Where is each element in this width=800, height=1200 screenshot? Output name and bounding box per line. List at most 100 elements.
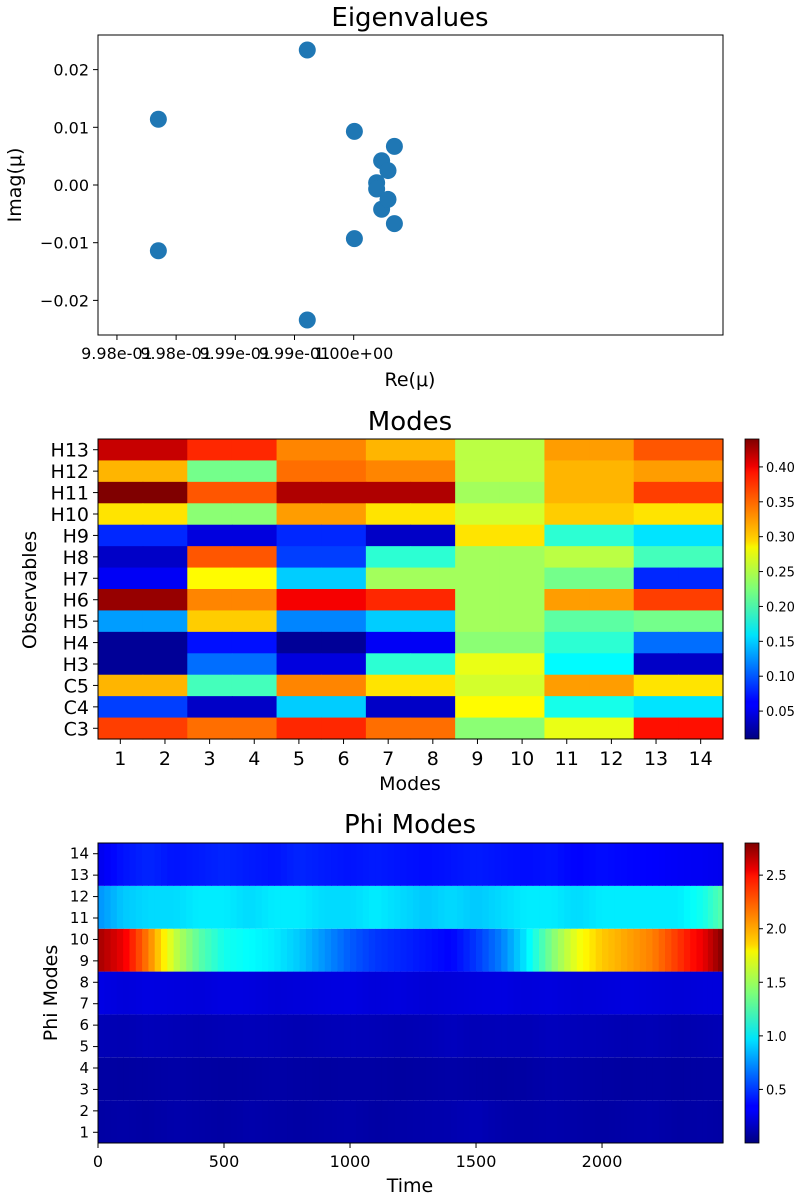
phi-heatmap-cell [161, 843, 168, 886]
modes-heatmap-cell [187, 631, 233, 654]
modes-heatmap-cell [589, 546, 635, 569]
phi-heatmap-cell [362, 1100, 370, 1143]
phi-heatmap-cell [293, 1100, 301, 1143]
modes-heatmap-cell [544, 631, 590, 654]
phi-heatmap-cell [230, 1100, 238, 1143]
modes-heatmap-cell [231, 696, 278, 719]
phi-heatmap-cell [457, 1057, 465, 1101]
phi-heatmap-cell [305, 928, 313, 972]
phi-heatmap-cell [671, 1014, 679, 1058]
phi-heatmap-cell [375, 928, 383, 972]
phi-heatmap-cell [450, 885, 458, 929]
phi-heatmap-cell [318, 1014, 326, 1058]
phi-heatmap-cell [671, 971, 679, 1015]
modes-y-tick-label: H5 [63, 611, 89, 633]
phi-heatmap-cell [255, 1100, 263, 1143]
modes-heatmap-cell [365, 546, 412, 569]
phi-heatmap-cell [576, 885, 584, 929]
phi-heatmap-cell [287, 1014, 294, 1058]
phi-heatmap-cell [602, 1100, 609, 1143]
phi-heatmap-cell [205, 1057, 213, 1101]
phi-heatmap-cell [539, 885, 546, 929]
phi-heatmap-cell [576, 1014, 584, 1058]
phi-heatmap-cell [224, 928, 231, 972]
phi-x-ticks: 0 500 1000 1500 2000 [93, 1143, 622, 1171]
phi-heatmap-cell [142, 1100, 150, 1143]
modes-heatmap-cell [455, 674, 501, 697]
modes-heatmap-cell [365, 460, 412, 483]
modes-heatmap-cell [544, 653, 590, 676]
modes-heatmap-cell [499, 589, 546, 612]
modes-heatmap-cell [365, 439, 412, 462]
phi-heatmap-cell [135, 1014, 143, 1058]
modes-heatmap-cell [142, 460, 188, 483]
phi-heatmap-cell [135, 843, 143, 886]
phi-heatmap-cell [211, 1100, 219, 1143]
phi-heatmap-cell [110, 1100, 118, 1143]
phi-heatmap-cell [400, 928, 408, 972]
modes-heatmap-cell [321, 481, 367, 504]
phi-heatmap-cell [707, 1014, 714, 1058]
phi-heatmap-cell [450, 1100, 458, 1143]
phi-heatmap-cell [343, 885, 351, 929]
modes-heatmap-cell [544, 696, 590, 719]
phi-heatmap-cell [274, 1014, 282, 1058]
modes-heatmap-cell [544, 439, 590, 462]
modes-heatmap-cell [365, 503, 412, 526]
phi-heatmap-cell [104, 1014, 112, 1058]
phi-heatmap-cell [280, 885, 288, 929]
modes-heatmap-cell [455, 546, 501, 569]
modes-heatmap-cell [142, 481, 188, 504]
phi-heatmap-cell [557, 1057, 565, 1101]
phi-heatmap-cell [457, 1100, 465, 1143]
phi-heatmap-cell [192, 1014, 200, 1058]
phi-heatmap-cell [211, 1057, 219, 1101]
phi-heatmap-cell [293, 885, 301, 929]
phi-heatmap-cell [564, 843, 572, 886]
modes-colorbar-tick-label: 0.30 [766, 531, 795, 546]
phi-heatmap-cell [299, 1057, 307, 1101]
modes-heatmap-cell [321, 460, 367, 483]
modes-heatmap-cell [98, 546, 144, 569]
phi-heatmap-cell [123, 1100, 131, 1143]
phi-heatmap-cell [602, 928, 609, 972]
phi-heatmap-cell [98, 1100, 105, 1143]
phi-heatmap-cell [305, 1057, 313, 1101]
modes-heatmap-cell [231, 653, 278, 676]
phi-heatmap-cell [98, 885, 105, 929]
modes-heatmap-cell [633, 696, 679, 719]
phi-heatmap-cell [400, 1100, 408, 1143]
phi-heatmap-cell [494, 1057, 502, 1101]
phi-heatmap-cell [161, 971, 168, 1015]
phi-heatmap-cell [627, 1057, 635, 1101]
phi-heatmap-cell [331, 1014, 339, 1058]
phi-heatmap-cell [627, 1100, 635, 1143]
eigenvalue-point [379, 190, 397, 208]
modes-heatmap-cell [142, 696, 188, 719]
phi-heatmap-cell [431, 1014, 439, 1058]
modes-heatmap-cell [187, 524, 233, 547]
modes-heatmap-cell [231, 589, 278, 612]
phi-heatmap-cell [690, 1057, 698, 1101]
eigenvalues-y-tick-label: 0.02 [53, 61, 89, 80]
phi-heatmap-cell [312, 843, 320, 886]
phi-heatmap-cell [419, 1014, 427, 1058]
phi-heatmap-cell [205, 885, 213, 929]
phi-heatmap-cell [324, 928, 332, 972]
phi-heatmap-cell [381, 1014, 389, 1058]
phi-heatmap-cell [413, 971, 420, 1015]
phi-heatmap-cell [287, 843, 294, 886]
modes-heatmap-cell [455, 567, 501, 590]
phi-heatmap-cell [513, 843, 521, 886]
phi-y-tick-label: 13 [70, 866, 89, 884]
eigenvalues-x-axis-label: Re(μ) [385, 369, 436, 391]
phi-heatmap-cell [551, 1057, 559, 1101]
phi-heatmap-cell [690, 1100, 698, 1143]
phi-heatmap-cell [368, 843, 376, 886]
phi-heatmap-cell [186, 1100, 194, 1143]
phi-heatmap-cell [520, 971, 528, 1015]
phi-heatmap-cell [501, 928, 509, 972]
phi-heatmap-cell [646, 928, 654, 972]
phi-heatmap-cell [362, 885, 370, 929]
